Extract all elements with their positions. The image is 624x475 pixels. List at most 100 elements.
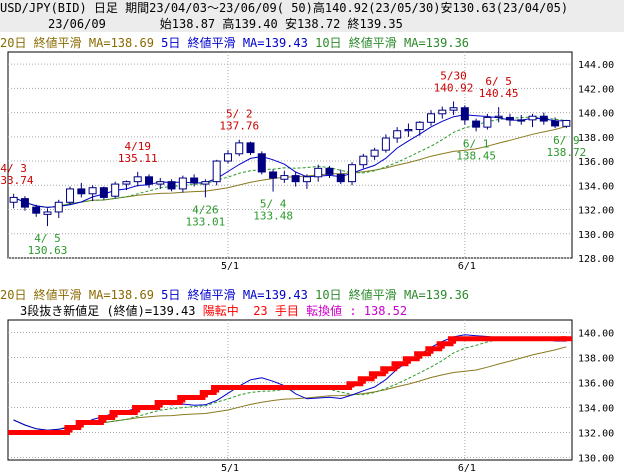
renko-y-tick: 130.00 [578, 454, 614, 465]
candle-down [145, 176, 153, 185]
legend-ma10-bottom: 10日 終値平滑 MA=139.36 [315, 288, 470, 302]
candle-up [88, 187, 97, 195]
candle-up [133, 176, 142, 183]
reversal-prefix: 3段抜き新値足 (終値)=139.43 [20, 304, 196, 318]
candle-up [449, 107, 458, 111]
price-y-tick: 144.00 [578, 60, 614, 71]
annotation-date: 5/30 [440, 69, 467, 82]
candle-up [280, 175, 289, 180]
last-ohlc: 始138.87 高139.40 安138.72 終139.35 [159, 17, 403, 31]
candle-down [517, 119, 526, 122]
annotation-value: 130.63 [28, 244, 68, 257]
price-y-tick: 132.00 [578, 206, 614, 217]
annotation-value: 140.92 [434, 81, 474, 94]
candle-up [111, 183, 120, 197]
candle-up [348, 164, 357, 183]
price-y-tick: 142.00 [578, 84, 614, 95]
renko-y-tick: 134.00 [578, 404, 614, 415]
renko-frame [7, 319, 573, 461]
candle-down [539, 115, 548, 122]
chart-header: USD/JPY(BID) 日足 期間23/04/03〜23/06/09( 50)… [0, 0, 624, 16]
renko-x-tick: 5/1 [221, 463, 239, 474]
last-date: 23/06/09 [48, 17, 106, 31]
annotation-value: 138.72 [546, 146, 586, 159]
candle-up [404, 129, 413, 132]
candle-down [99, 187, 108, 198]
ma10-line-bottom [13, 336, 567, 431]
candle-down [167, 181, 176, 190]
annotation-date: 6/ 5 [485, 75, 512, 88]
candle-up [528, 115, 537, 121]
candle-down [325, 167, 334, 175]
ma20-line [13, 125, 567, 208]
candle-up [201, 181, 210, 185]
candle-up [9, 196, 18, 203]
legend-ma20: 20日 終値平滑 MA=138.69 [0, 36, 154, 50]
price-y-tick: 128.00 [578, 254, 614, 265]
candle-down [460, 107, 469, 121]
renko-y-tick: 138.00 [578, 354, 614, 365]
candle-up [562, 119, 571, 127]
candle-down [505, 116, 514, 121]
annotation-date: 6/ 9 [553, 134, 580, 147]
candle-down [190, 177, 199, 184]
reversal-label: 転換値 : 138.52 [306, 304, 408, 318]
candle-down [551, 120, 560, 127]
annotation-date: 5/ 2 [226, 108, 253, 121]
renko-y-tick: 136.00 [578, 379, 614, 390]
candle-down [336, 173, 345, 183]
legend-ma10: 10日 終値平滑 MA=139.36 [315, 36, 470, 50]
annotation-value: 137.76 [219, 120, 259, 133]
renko-x-tick: 6/1 [458, 463, 476, 474]
price-y-tick: 140.00 [578, 109, 614, 120]
legend-ma20-bottom: 20日 終値平滑 MA=138.69 [0, 288, 154, 302]
price-y-tick: 138.00 [578, 133, 614, 144]
legend-ma5-bottom: 5日 終値平滑 MA=139.43 [161, 288, 308, 302]
annotation-value: 133.48 [253, 210, 293, 223]
candle-up [235, 142, 244, 155]
candle-up [381, 137, 390, 151]
candle-down [77, 188, 86, 195]
price-x-tick: 6/1 [458, 261, 476, 272]
ma-legend-top: 20日 終値平滑 MA=138.69 5日 終値平滑 MA=139.43 10日… [0, 36, 624, 50]
annotation-date: 4/19 [124, 140, 151, 153]
reversal-count: 23 手目 [253, 304, 299, 318]
renko-y-tick: 132.00 [578, 429, 614, 440]
price-y-tick: 136.00 [578, 157, 614, 168]
price-y-tick: 130.00 [578, 230, 614, 241]
price-y-tick: 134.00 [578, 181, 614, 192]
candle-up [494, 115, 503, 118]
candle-down [472, 120, 481, 128]
candle-up [438, 109, 447, 115]
candle-up [427, 113, 435, 123]
annotation-value: 138.45 [456, 149, 496, 162]
candle-up [66, 188, 75, 203]
price-x-tick: 5/1 [221, 261, 239, 272]
annotation-value: 135.11 [118, 152, 158, 165]
annotation-date: 4/ 5 [34, 232, 61, 245]
candle-up [223, 153, 232, 162]
annotation-value: 140.45 [479, 87, 519, 100]
candle-down [291, 175, 300, 183]
candle-down [246, 142, 255, 154]
annotation-date: 5/ 4 [260, 198, 287, 211]
reversal-state: 陽転中 [202, 304, 239, 318]
candle-up [212, 160, 221, 183]
candle-down [257, 153, 266, 173]
candle-down [32, 206, 41, 214]
ohlc-row: 23/06/09 始138.87 高139.40 安138.72 終139.35 [0, 16, 624, 32]
candle-down [269, 171, 278, 179]
ma-legend-bottom: 20日 終値平滑 MA=138.69 5日 終値平滑 MA=139.43 10日… [0, 288, 624, 302]
candle-up [370, 149, 379, 157]
candle-up [359, 155, 368, 166]
candle-up [483, 116, 492, 128]
renko-y-tick: 140.00 [578, 329, 614, 340]
candle-up [156, 181, 165, 185]
candle-up [178, 177, 187, 190]
candle-up [302, 176, 311, 183]
candle-up [43, 211, 52, 215]
reversal-status: 3段抜き新値足 (終値)=139.43 陽転中 23 手目 転換値 : 138.… [0, 304, 407, 318]
annotation-date: 4/26 [192, 203, 219, 216]
candle-up [122, 181, 131, 185]
